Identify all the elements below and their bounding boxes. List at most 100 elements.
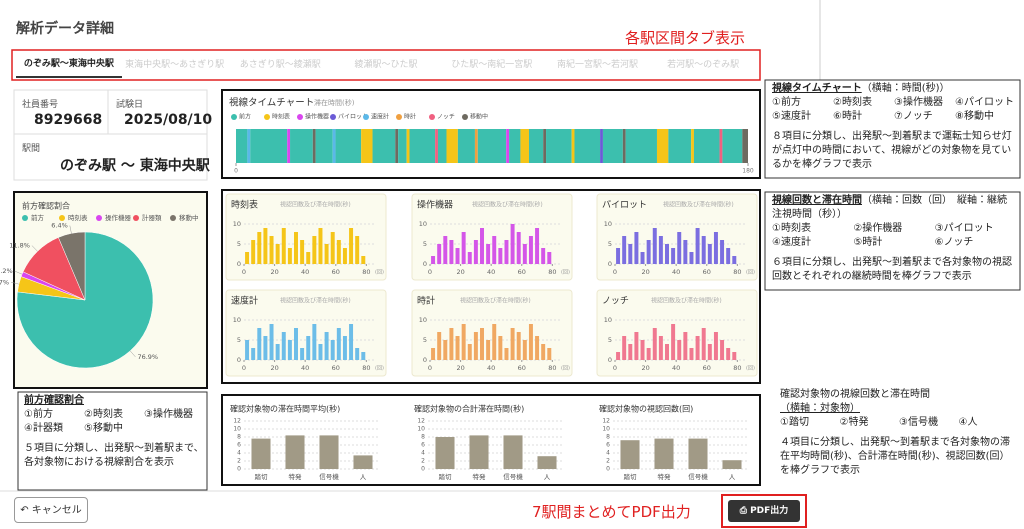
y-tick-label: 0 — [423, 260, 427, 268]
x-tick-label: 人 — [360, 473, 367, 481]
bar — [541, 344, 546, 360]
y-tick-label: 5 — [423, 240, 427, 248]
pie-slice — [16, 231, 154, 369]
pdf-button[interactable]: ⎙ PDF出力 — [728, 500, 800, 522]
x-tick-label: 80 — [548, 268, 556, 276]
chart-title: 視線タイムチャート — [229, 97, 314, 109]
bar — [480, 328, 484, 360]
bar — [503, 435, 523, 469]
bar — [461, 324, 466, 360]
tab[interactable]: のぞみ駅〜東海中央駅 — [16, 52, 122, 78]
tab[interactable]: 東海中央駅〜あさぎり駅 — [125, 60, 225, 70]
panel-subtitle: 視認回数及び滞在時間(秒) — [472, 201, 543, 209]
x-unit: (回) — [561, 270, 570, 276]
leader-line — [129, 350, 136, 358]
bar — [449, 328, 454, 360]
legend-label: パイロット — [338, 114, 368, 121]
note-item: ④人 — [958, 417, 978, 428]
y-tick-label: 10 — [419, 220, 427, 228]
bar — [671, 324, 676, 360]
legend-label: 時刻表 — [272, 113, 290, 121]
bar — [616, 248, 621, 264]
timeline-segment — [691, 129, 694, 163]
bar — [695, 336, 700, 360]
bar — [713, 232, 718, 264]
x-tick-label: 20 — [270, 268, 278, 276]
x-tick-label: 40 — [487, 364, 495, 372]
x-tick-label: 60 — [703, 268, 711, 276]
label: 社員番号 — [22, 100, 59, 110]
legend-swatch — [396, 114, 402, 120]
x-tick-label: 0 — [428, 268, 432, 276]
chart-title: 前方確認割合 — [22, 201, 70, 211]
legend-swatch — [297, 114, 303, 120]
bar — [683, 332, 688, 360]
timeline-segment — [250, 129, 288, 163]
timeline-segment — [477, 129, 507, 163]
bar — [689, 252, 694, 264]
bar — [720, 240, 725, 264]
bar — [535, 228, 540, 264]
bar — [455, 248, 460, 264]
panel-subtitle: 視認回数及び滞在時間(秒) — [651, 297, 722, 305]
timeline-segment — [693, 129, 720, 163]
tab[interactable]: ひた駅〜南紀一宮駅 — [451, 60, 533, 70]
y-tick-label: 6 — [421, 442, 425, 449]
timeline-segment — [509, 129, 521, 163]
timeline-segment — [361, 129, 373, 163]
bar — [251, 348, 256, 360]
x-tick-label: 信号機 — [319, 472, 339, 481]
y-tick-label: 10 — [233, 316, 241, 324]
bar — [537, 456, 557, 469]
timeline-segment — [372, 129, 396, 163]
note-title: 前方確認割合 — [24, 395, 84, 406]
timeline-segment — [520, 129, 529, 163]
y-tick-label: 10 — [604, 220, 612, 228]
bar — [528, 236, 533, 264]
tab[interactable]: 若河駅〜のぞみ駅 — [667, 60, 740, 70]
y-tick-label: 10 — [602, 426, 610, 433]
note-items: ①時刻表 ②操作機器 ③パイロット ④速度計 ⑤時計 ⑥ノッチ — [772, 222, 1016, 250]
bar — [318, 344, 323, 360]
bar — [628, 244, 633, 264]
tab[interactable]: 南紀一宮駅〜若河駅 — [556, 60, 638, 70]
note-item: ①前方 — [24, 409, 53, 420]
tab[interactable]: あさぎり駅〜綾瀬駅 — [239, 60, 321, 70]
bar — [443, 236, 448, 264]
x-tick-label: 踏切 — [439, 472, 453, 481]
note-item: ⑥時計 — [833, 111, 862, 122]
leader-line — [14, 270, 23, 275]
timeline-segment — [474, 129, 478, 163]
bar — [726, 248, 731, 264]
tab[interactable]: 綾瀬駅〜ひた駅 — [354, 60, 418, 70]
value: 8929668 — [34, 112, 103, 128]
bar — [287, 248, 292, 264]
bar — [353, 455, 373, 469]
x-tick-label: 人 — [729, 473, 736, 481]
y-tick-label: 0 — [608, 356, 612, 364]
x-tick-label: 60 — [518, 364, 526, 372]
button-label: キャンセル — [31, 505, 82, 516]
legend-label: 操作機器 — [105, 213, 132, 222]
bar — [435, 437, 455, 469]
note-item: ④計器類 — [24, 423, 63, 434]
x-tick-label: 40 — [672, 364, 680, 372]
y-tick-label: 4 — [606, 450, 610, 457]
bar — [294, 328, 298, 360]
note-desc: ５項目に分類し、出発駅～到着駅まで、各対象物における視線割合を表示 — [24, 443, 204, 468]
bar — [480, 228, 484, 264]
cancel-button[interactable]: ↶ キャンセル — [14, 497, 88, 523]
bar — [461, 232, 466, 264]
legend-swatch — [133, 215, 139, 221]
bar — [695, 228, 700, 264]
note-item: ⑥ノッチ — [934, 237, 974, 248]
y-tick-label: 8 — [606, 434, 610, 441]
bar — [294, 232, 298, 264]
y-tick-label: 5 — [237, 240, 241, 248]
x-tick-label: 20 — [456, 364, 464, 372]
legend-swatch — [363, 114, 369, 120]
x-tick-label: 信号機 — [688, 472, 708, 481]
bar — [658, 336, 663, 360]
timeline-segment — [290, 129, 313, 163]
bar — [318, 228, 323, 264]
